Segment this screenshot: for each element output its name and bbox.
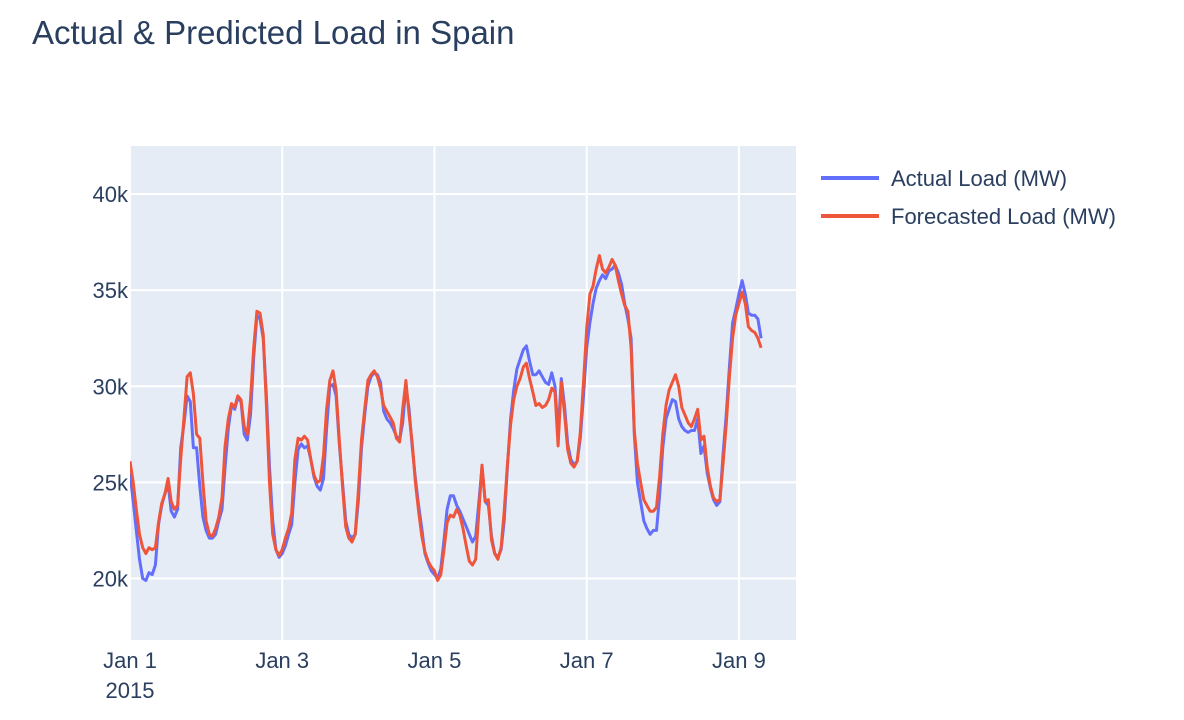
legend-label: Actual Load (MW) bbox=[891, 166, 1067, 191]
legend-item[interactable]: Actual Load (MW) bbox=[821, 166, 1067, 191]
y-axis-tick-labels: 20k 25k 30k 35k 40k bbox=[93, 182, 129, 591]
legend-item[interactable]: Forecasted Load (MW) bbox=[821, 204, 1116, 229]
y-tick-label: 30k bbox=[93, 374, 129, 399]
grid-lines bbox=[129, 146, 796, 640]
x-axis-tick-labels: Jan 1 2015 Jan 3 Jan 5 Jan 7 Jan 9 bbox=[103, 648, 766, 703]
y-tick-label: 25k bbox=[93, 470, 129, 495]
x-tick-sublabel: 2015 bbox=[106, 678, 155, 703]
series-line-forecasted-load[interactable] bbox=[130, 254, 763, 582]
y-tick-label: 40k bbox=[93, 182, 129, 207]
legend[interactable]: Actual Load (MW) Forecasted Load (MW) bbox=[821, 166, 1116, 229]
x-tick-label: Jan 1 bbox=[103, 648, 157, 673]
legend-label: Forecasted Load (MW) bbox=[891, 204, 1116, 229]
y-tick-label: 20k bbox=[93, 566, 129, 591]
x-tick-label: Jan 7 bbox=[560, 648, 614, 673]
plot-background bbox=[130, 146, 796, 640]
chart-title: Actual & Predicted Load in Spain bbox=[32, 14, 515, 51]
x-tick-label: Jan 9 bbox=[712, 648, 766, 673]
series-lines bbox=[130, 254, 763, 582]
x-tick-label: Jan 3 bbox=[255, 648, 309, 673]
x-tick-label: Jan 5 bbox=[408, 648, 462, 673]
y-tick-label: 35k bbox=[93, 278, 129, 303]
